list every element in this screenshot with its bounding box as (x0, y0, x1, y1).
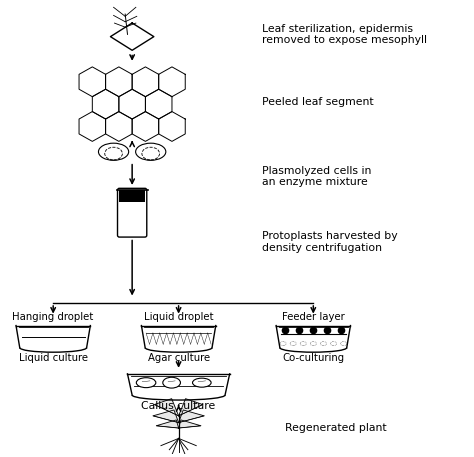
Polygon shape (179, 410, 204, 423)
Polygon shape (179, 420, 201, 428)
FancyBboxPatch shape (118, 188, 147, 237)
Polygon shape (153, 410, 179, 423)
Text: Regenerated plant: Regenerated plant (285, 424, 387, 434)
Polygon shape (179, 399, 203, 416)
Text: Protoplasts harvested by
density centrifugation: Protoplasts harvested by density centrif… (262, 231, 398, 253)
Text: Liquid culture: Liquid culture (18, 353, 88, 363)
Ellipse shape (163, 377, 181, 388)
Text: Agar culture: Agar culture (147, 353, 210, 363)
Polygon shape (156, 420, 179, 428)
Text: Callus culture: Callus culture (141, 401, 216, 411)
Ellipse shape (137, 377, 156, 388)
Text: Leaf sterilization, epidermis
removed to expose mesophyll: Leaf sterilization, epidermis removed to… (262, 24, 427, 45)
Text: Hanging droplet: Hanging droplet (12, 312, 94, 322)
Text: Feeder layer: Feeder layer (282, 312, 345, 322)
Text: Plasmolyzed cells in
an enzyme mixture: Plasmolyzed cells in an enzyme mixture (262, 166, 372, 187)
Text: Co-culturing: Co-culturing (282, 353, 344, 363)
Ellipse shape (192, 378, 211, 387)
Bar (119, 190, 145, 202)
Text: Liquid droplet: Liquid droplet (144, 312, 213, 322)
Polygon shape (155, 399, 179, 416)
Text: Peeled leaf segment: Peeled leaf segment (262, 97, 374, 107)
